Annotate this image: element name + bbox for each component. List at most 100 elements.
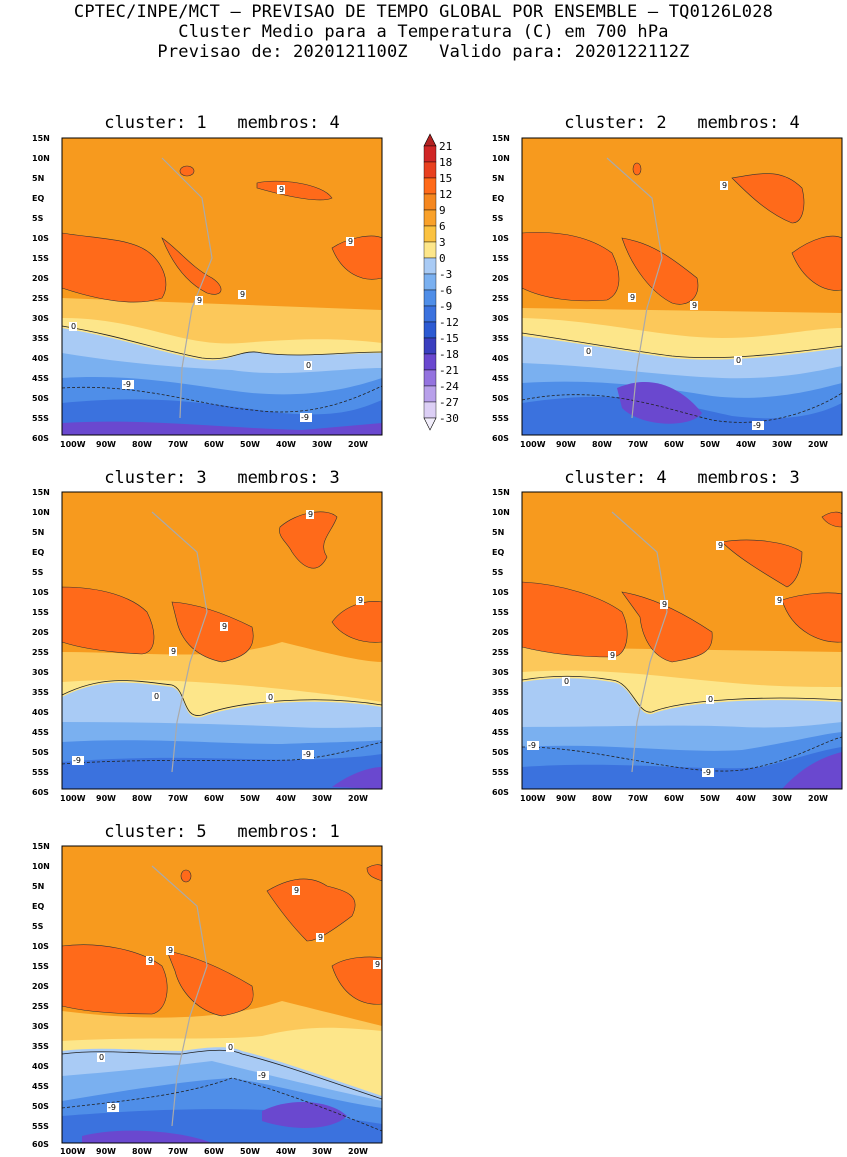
panel-4-contour-label-bg (716, 541, 724, 550)
colorbar-label: 15 (439, 172, 452, 185)
panel-3-contour-label-9: 9 (308, 510, 313, 519)
lat-label: 55S (32, 414, 49, 423)
header-line-1: CPTEC/INPE/MCT — PREVISAO DE TEMPO GLOBA… (73, 2, 774, 22)
panel-2-lon-axis: 100W 90W 80W 70W 60W 50W 40W 30W 20W (520, 440, 828, 449)
lon-label: 50W (700, 440, 720, 449)
panel-3-contour-label-bg (266, 693, 274, 702)
lat-label: 10S (492, 588, 509, 597)
colorbar-bottom-arrow (423, 417, 437, 431)
lat-label: 5N (32, 882, 44, 891)
lon-label: 40W (736, 794, 756, 803)
lon-label: 70W (168, 1147, 188, 1156)
panel-2-contour-label-9: 9 (722, 181, 727, 190)
colorbar-label: 21 (439, 140, 452, 153)
lat-label: 15S (492, 254, 509, 263)
panel-3-lon-axis: 100W 90W 80W 70W 60W 50W 40W 30W 20W (60, 794, 368, 803)
panel-3-contour-label-bg (302, 750, 314, 759)
lon-label: 50W (240, 440, 260, 449)
lon-label: 50W (700, 794, 720, 803)
panel-2-contour-label-bg (584, 347, 592, 356)
panel-3-contour-label-minus9: -9 (73, 756, 81, 765)
lat-label: 55S (492, 414, 509, 423)
panel-1-contour-label-9: 9 (348, 237, 353, 246)
lat-label: 10N (492, 154, 510, 163)
lon-label: 50W (240, 1147, 260, 1156)
colorbar-swatch (423, 385, 437, 403)
panel-4-contour-label-9: 9 (777, 596, 782, 605)
header-line-2: Cluster Medio para a Temperatura (C) em … (178, 22, 669, 42)
panel-3-title: cluster: 3 membros: 3 (104, 468, 340, 488)
lat-label: 20S (32, 274, 49, 283)
lat-label: 40S (492, 354, 509, 363)
lon-label: 80W (132, 440, 152, 449)
panel-1-contour-label-9: 9 (197, 296, 202, 305)
lat-label: 10N (32, 154, 50, 163)
panel-3-contour-label-9: 9 (222, 622, 227, 631)
panel-1-contour-label-bg (300, 413, 312, 422)
panel-1-title: cluster: 1 membros: 4 (104, 113, 340, 133)
lat-label: 10N (32, 508, 50, 517)
panel-2-contour-label-0: 0 (586, 347, 591, 356)
panel-4-contour-label-bg (527, 741, 539, 750)
lat-label: 45S (492, 374, 509, 383)
colorbar-swatch (423, 401, 437, 419)
panel-4-contour-label-bg (775, 596, 783, 605)
lat-label: 10N (32, 862, 50, 871)
lat-label: 5N (492, 528, 504, 537)
panel-5-lon-axis: 100W 90W 80W 70W 60W 50W 40W 30W 20W (60, 1147, 368, 1156)
lon-label: 60W (204, 440, 224, 449)
panel-3-contour-label-9: 9 (171, 647, 176, 656)
lat-label: 60S (492, 788, 509, 797)
lat-label: 50S (32, 748, 49, 757)
lat-label: 35S (32, 1042, 49, 1051)
lat-label: 50S (492, 748, 509, 757)
lat-label: 55S (32, 768, 49, 777)
lat-label: 55S (492, 768, 509, 777)
panel-2-contour-label-9: 9 (630, 293, 635, 302)
panel-4-contour-label-0: 0 (564, 677, 569, 686)
lon-label: 80W (132, 794, 152, 803)
lon-label: 30W (312, 1147, 332, 1156)
lon-label: 30W (772, 794, 792, 803)
panel-1-contour-label-bg (238, 290, 246, 299)
lat-label: 25S (32, 648, 49, 657)
panel-5-contour-label-9: 9 (294, 886, 299, 895)
lat-label: 5S (492, 568, 504, 577)
lon-label: 80W (132, 1147, 152, 1156)
lat-label: 15N (32, 489, 50, 497)
lat-label: 5S (32, 568, 44, 577)
colorbar-label: 3 (439, 236, 446, 249)
lat-label: 45S (32, 374, 49, 383)
panel-4-contour-label-0: 0 (708, 695, 713, 704)
lat-label: EQ (32, 548, 44, 557)
lon-label: 30W (312, 440, 332, 449)
panel-5-contour-label-9: 9 (375, 960, 380, 969)
lat-label: 5N (492, 174, 504, 183)
colorbar-swatch (423, 257, 437, 275)
panel-5-contour-label-0: 0 (228, 1043, 233, 1052)
lon-label: 20W (808, 794, 828, 803)
colorbar-swatch (423, 225, 437, 243)
colorbar-label: -12 (439, 316, 459, 329)
panel-4-contour-label-bg (562, 677, 570, 686)
panel-4-contour-label-minus9: -9 (703, 768, 711, 777)
lon-label: 70W (628, 794, 648, 803)
lon-label: 90W (96, 794, 116, 803)
lon-label: 100W (60, 794, 86, 803)
lon-label: 60W (204, 794, 224, 803)
lon-label: 50W (240, 794, 260, 803)
panel-5-contour-label-bg (292, 886, 300, 895)
panel-2-contour-label-minus9: -9 (753, 421, 761, 430)
panel-5-contour-label-0: 0 (99, 1053, 104, 1062)
lat-label: EQ (32, 902, 44, 911)
colorbar-swatch (423, 337, 437, 355)
lon-label: 70W (628, 440, 648, 449)
panel-1-lon-axis: 100W 90W 80W 70W 60W 50W 40W 30W 20W (60, 440, 368, 449)
lon-label: 100W (520, 794, 546, 803)
panel-4-contour-label-bg (706, 695, 714, 704)
lon-label: 20W (808, 440, 828, 449)
lat-label: 35S (32, 688, 49, 697)
lon-label: 70W (168, 440, 188, 449)
colorbar-top-arrow (423, 133, 437, 147)
panel-2-contour-label-bg (734, 356, 742, 365)
